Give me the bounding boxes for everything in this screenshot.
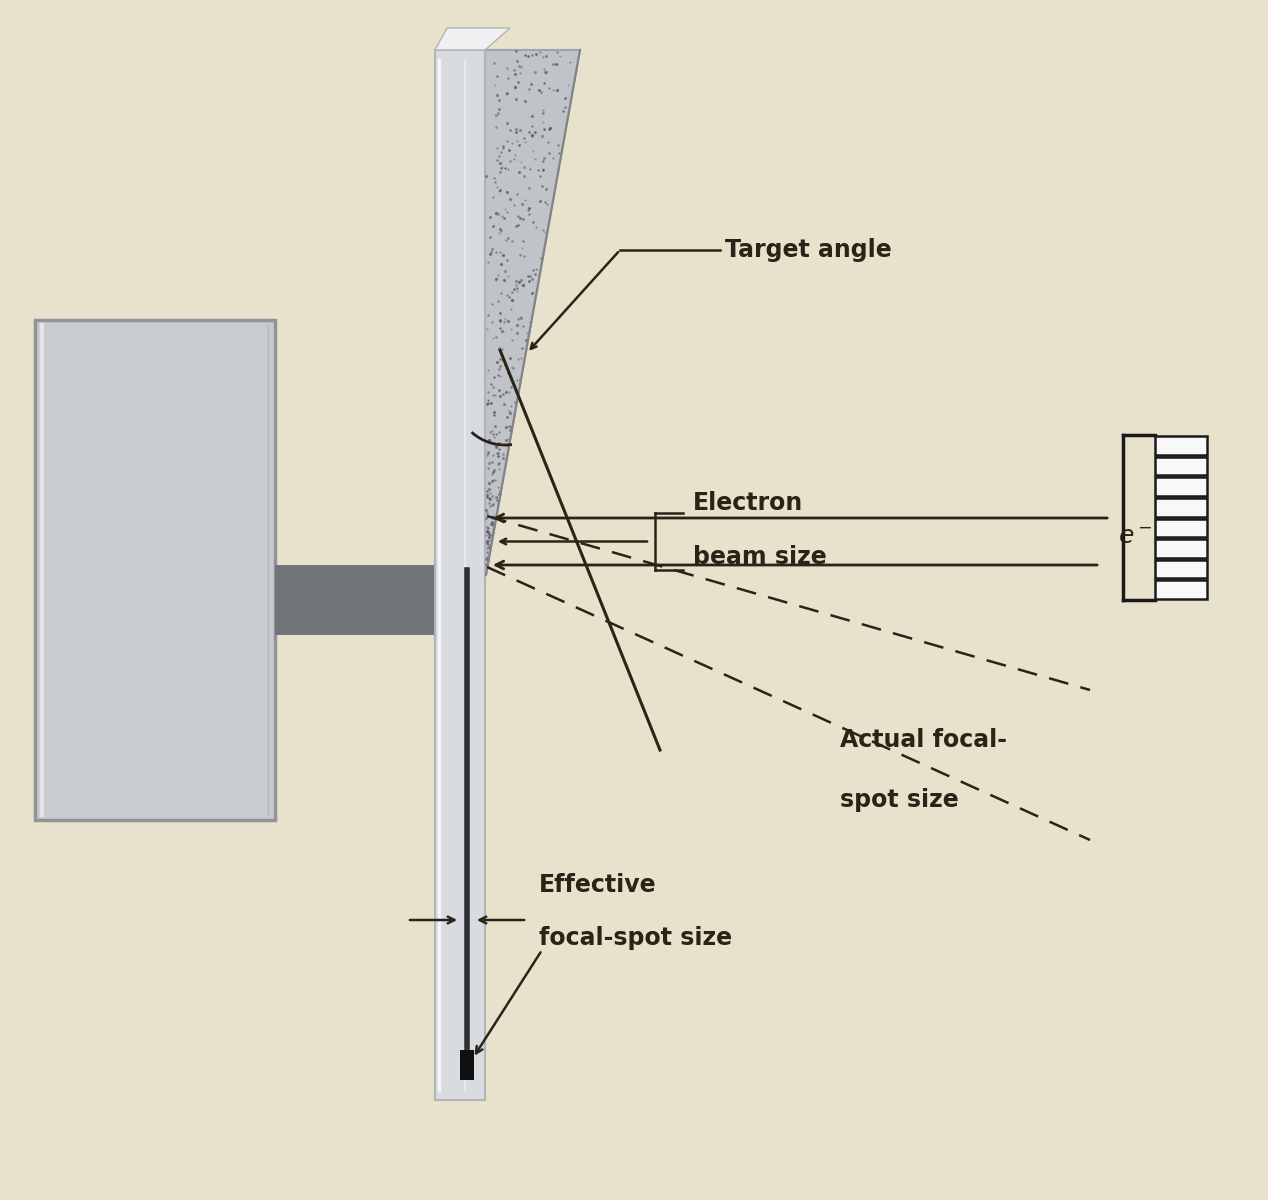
Text: spot size: spot size (839, 788, 959, 812)
Bar (1155, 498, 1207, 516)
Text: Target angle: Target angle (725, 238, 891, 262)
Bar (435, 50, 484, 1100)
Bar (36, 320, 275, 820)
Text: Actual focal-: Actual focal- (839, 728, 1007, 752)
Polygon shape (484, 50, 579, 575)
Bar (1155, 457, 1207, 475)
Text: $e^-$: $e^-$ (1118, 524, 1153, 548)
Bar (1155, 436, 1207, 455)
Bar (1155, 539, 1207, 558)
Bar (1155, 518, 1207, 538)
Bar (460, 1050, 474, 1080)
Text: focal-spot size: focal-spot size (539, 926, 732, 950)
Bar (1155, 581, 1207, 599)
Text: Electron: Electron (694, 492, 803, 516)
Text: Effective: Effective (539, 874, 657, 898)
Text: beam size: beam size (694, 545, 827, 569)
Bar (1155, 478, 1207, 496)
Polygon shape (435, 28, 510, 50)
Bar (435, 553, 477, 647)
Bar (275, 565, 435, 635)
Bar (1155, 559, 1207, 578)
